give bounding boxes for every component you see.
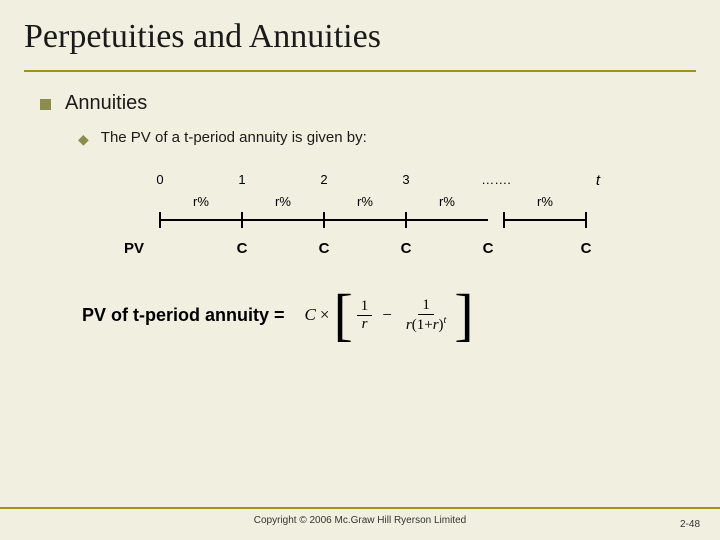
page-number: 2-48	[680, 519, 700, 530]
frac1-num: 1	[357, 298, 373, 316]
bullet-level2: ◆ The PV of a t-period annuity is given …	[78, 129, 680, 148]
right-bracket-icon: ]	[454, 286, 473, 344]
rate-label: r%	[537, 194, 553, 209]
rate-label: r%	[193, 194, 209, 209]
frac2-num: 1	[418, 297, 434, 315]
period-label: 2	[320, 172, 327, 187]
cashflow-label: C	[237, 240, 248, 257]
cashflow-label: C	[401, 240, 412, 257]
rate-label: r%	[357, 194, 373, 209]
level2-text: The PV of a t-period annuity is given by…	[101, 129, 367, 146]
timeline-tick	[503, 212, 505, 228]
body-area: Annuities ◆ The PV of a t-period annuity…	[0, 72, 720, 344]
bullet-level1: Annuities	[40, 92, 680, 115]
period-label: …….	[481, 172, 511, 187]
timeline-tick	[241, 212, 243, 228]
formula-times: ×	[320, 305, 330, 325]
timeline-tick	[405, 212, 407, 228]
period-label: t	[596, 172, 600, 189]
frac2-den: r(1+r)t	[402, 315, 450, 334]
level1-text: Annuities	[65, 92, 147, 115]
timeline-tick	[159, 212, 161, 228]
formula-C: C	[305, 305, 316, 325]
frac1-den: r	[358, 316, 372, 333]
rate-label: r%	[439, 194, 455, 209]
timeline-line	[504, 219, 586, 221]
footer: Copyright © 2006 Mc.Graw Hill Ryerson Li…	[0, 507, 720, 526]
formula-expression: C × [ 1 r − 1 r(1+r)t ]	[305, 286, 474, 344]
period-label: 3	[402, 172, 409, 187]
timeline-tick	[323, 212, 325, 228]
period-label: 0	[156, 172, 163, 187]
cashflow-label: C	[581, 240, 592, 257]
formula-minus: −	[382, 305, 392, 325]
formula-frac1: 1 r	[357, 298, 373, 333]
formula-row: PV of t-period annuity = C × [ 1 r − 1 r…	[82, 286, 680, 344]
title-area: Perpetuities and Annuities	[0, 0, 720, 62]
slide-title: Perpetuities and Annuities	[24, 18, 696, 56]
cashflow-label: C	[483, 240, 494, 257]
rate-label: r%	[275, 194, 291, 209]
formula-frac2: 1 r(1+r)t	[402, 297, 450, 334]
cashflow-label: C	[319, 240, 330, 257]
left-bracket-icon: [	[333, 286, 352, 344]
annuity-timeline: 0123…….tr%r%r%r%r%PVCCCCC	[160, 172, 620, 262]
copyright-text: Copyright © 2006 Mc.Graw Hill Ryerson Li…	[254, 515, 466, 526]
pv-label: PV	[124, 240, 144, 257]
formula-label: PV of t-period annuity =	[82, 305, 285, 326]
square-bullet-icon	[40, 99, 51, 110]
diamond-bullet-icon: ◆	[78, 131, 89, 148]
period-label: 1	[238, 172, 245, 187]
timeline-tick	[585, 212, 587, 228]
